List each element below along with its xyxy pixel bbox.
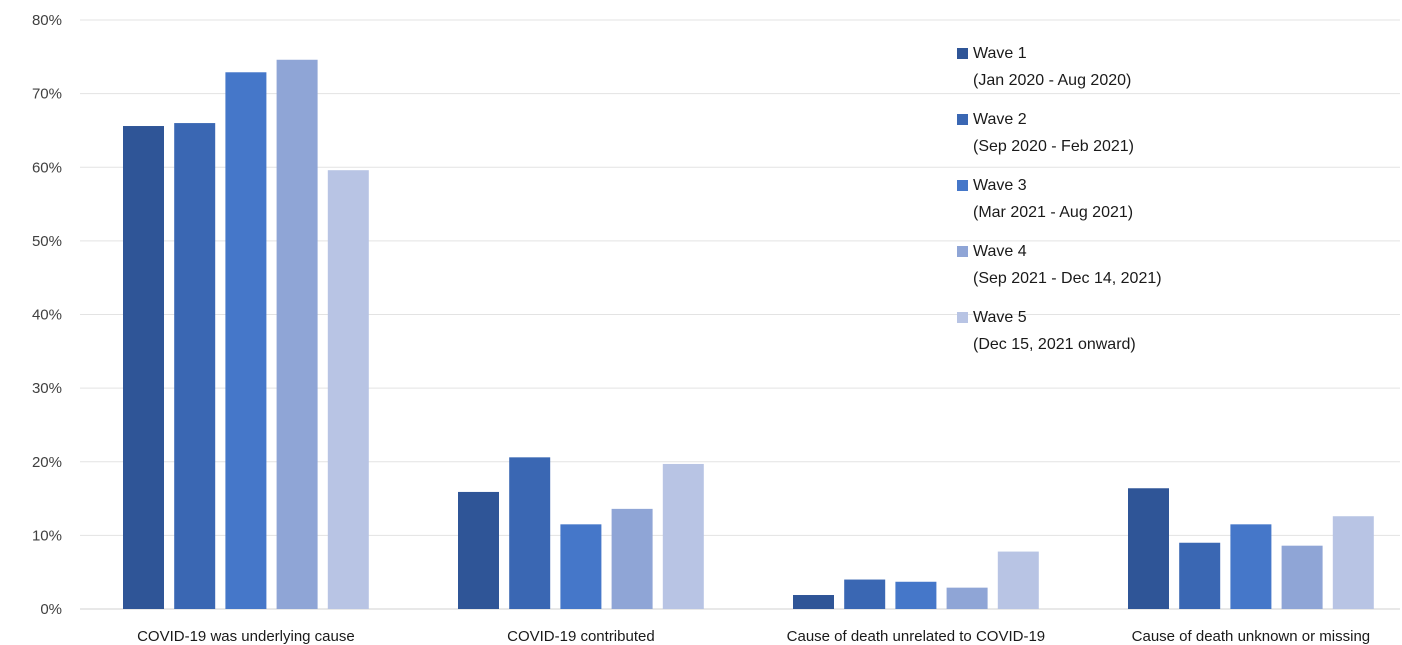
legend-label: Wave 1 bbox=[973, 45, 1027, 62]
x-category-label: COVID-19 was underlying cause bbox=[137, 628, 355, 645]
bar-wave-2 bbox=[1179, 542, 1221, 609]
legend-label: Wave 4 bbox=[973, 243, 1027, 260]
bar-wave-1 bbox=[458, 491, 499, 609]
y-tick-label: 0% bbox=[40, 601, 62, 618]
bar-wave-4 bbox=[611, 508, 653, 609]
y-axis: 0% 10% 20% 30% 40% 50% 60% 70% 80% bbox=[32, 12, 62, 618]
x-category-label: Cause of death unrelated to COVID-19 bbox=[787, 628, 1046, 645]
bar-wave-3 bbox=[895, 581, 937, 609]
bar-wave-3 bbox=[1230, 524, 1272, 609]
legend-swatch-wave-5 bbox=[957, 312, 968, 323]
legend-period: (Jan 2020 - Aug 2020) bbox=[973, 72, 1131, 89]
x-axis: COVID-19 was underlying cause COVID-19 co… bbox=[137, 628, 1370, 645]
legend-swatch-wave-4 bbox=[957, 246, 968, 257]
legend-label: Wave 5 bbox=[973, 309, 1027, 326]
legend: Wave 1 (Jan 2020 - Aug 2020) Wave 2 (Sep 20… bbox=[957, 45, 1162, 353]
bar-wave-3 bbox=[560, 524, 602, 609]
legend-swatch-wave-3 bbox=[957, 180, 968, 191]
bar-wave-1 bbox=[123, 126, 164, 610]
bars bbox=[123, 59, 1374, 610]
y-tick-label: 50% bbox=[32, 233, 62, 250]
y-tick-label: 30% bbox=[32, 380, 62, 397]
bar-wave-2 bbox=[174, 123, 216, 609]
bar-wave-4 bbox=[276, 59, 318, 609]
bar-wave-1 bbox=[793, 595, 834, 609]
bar-wave-4 bbox=[1281, 545, 1323, 609]
legend-period: (Sep 2020 - Feb 2021) bbox=[973, 138, 1134, 155]
y-tick-label: 80% bbox=[32, 12, 62, 29]
y-tick-label: 40% bbox=[32, 307, 62, 324]
legend-period: (Dec 15, 2021 onward) bbox=[973, 336, 1136, 353]
y-tick-label: 10% bbox=[32, 527, 62, 544]
legend-swatch-wave-1 bbox=[957, 48, 968, 59]
bar-wave-5 bbox=[662, 463, 704, 609]
bar-wave-2 bbox=[844, 579, 886, 609]
legend-period: (Sep 2021 - Dec 14, 2021) bbox=[973, 270, 1162, 287]
legend-label: Wave 3 bbox=[973, 177, 1027, 194]
legend-label: Wave 2 bbox=[973, 111, 1027, 128]
x-category-label: Cause of death unknown or missing bbox=[1132, 628, 1370, 645]
legend-period: (Mar 2021 - Aug 2021) bbox=[973, 204, 1133, 221]
bar-wave-4 bbox=[946, 587, 988, 609]
bar-wave-3 bbox=[225, 72, 267, 610]
y-tick-label: 70% bbox=[32, 86, 62, 103]
y-tick-label: 20% bbox=[32, 454, 62, 471]
bar-wave-2 bbox=[509, 457, 551, 609]
legend-swatch-wave-2 bbox=[957, 114, 968, 125]
bar-wave-5 bbox=[997, 551, 1039, 609]
bar-wave-5 bbox=[327, 170, 369, 609]
bar-wave-5 bbox=[1332, 516, 1374, 609]
bar-wave-1 bbox=[1128, 488, 1169, 609]
y-tick-label: 60% bbox=[32, 159, 62, 176]
x-category-label: COVID-19 contributed bbox=[507, 628, 655, 645]
